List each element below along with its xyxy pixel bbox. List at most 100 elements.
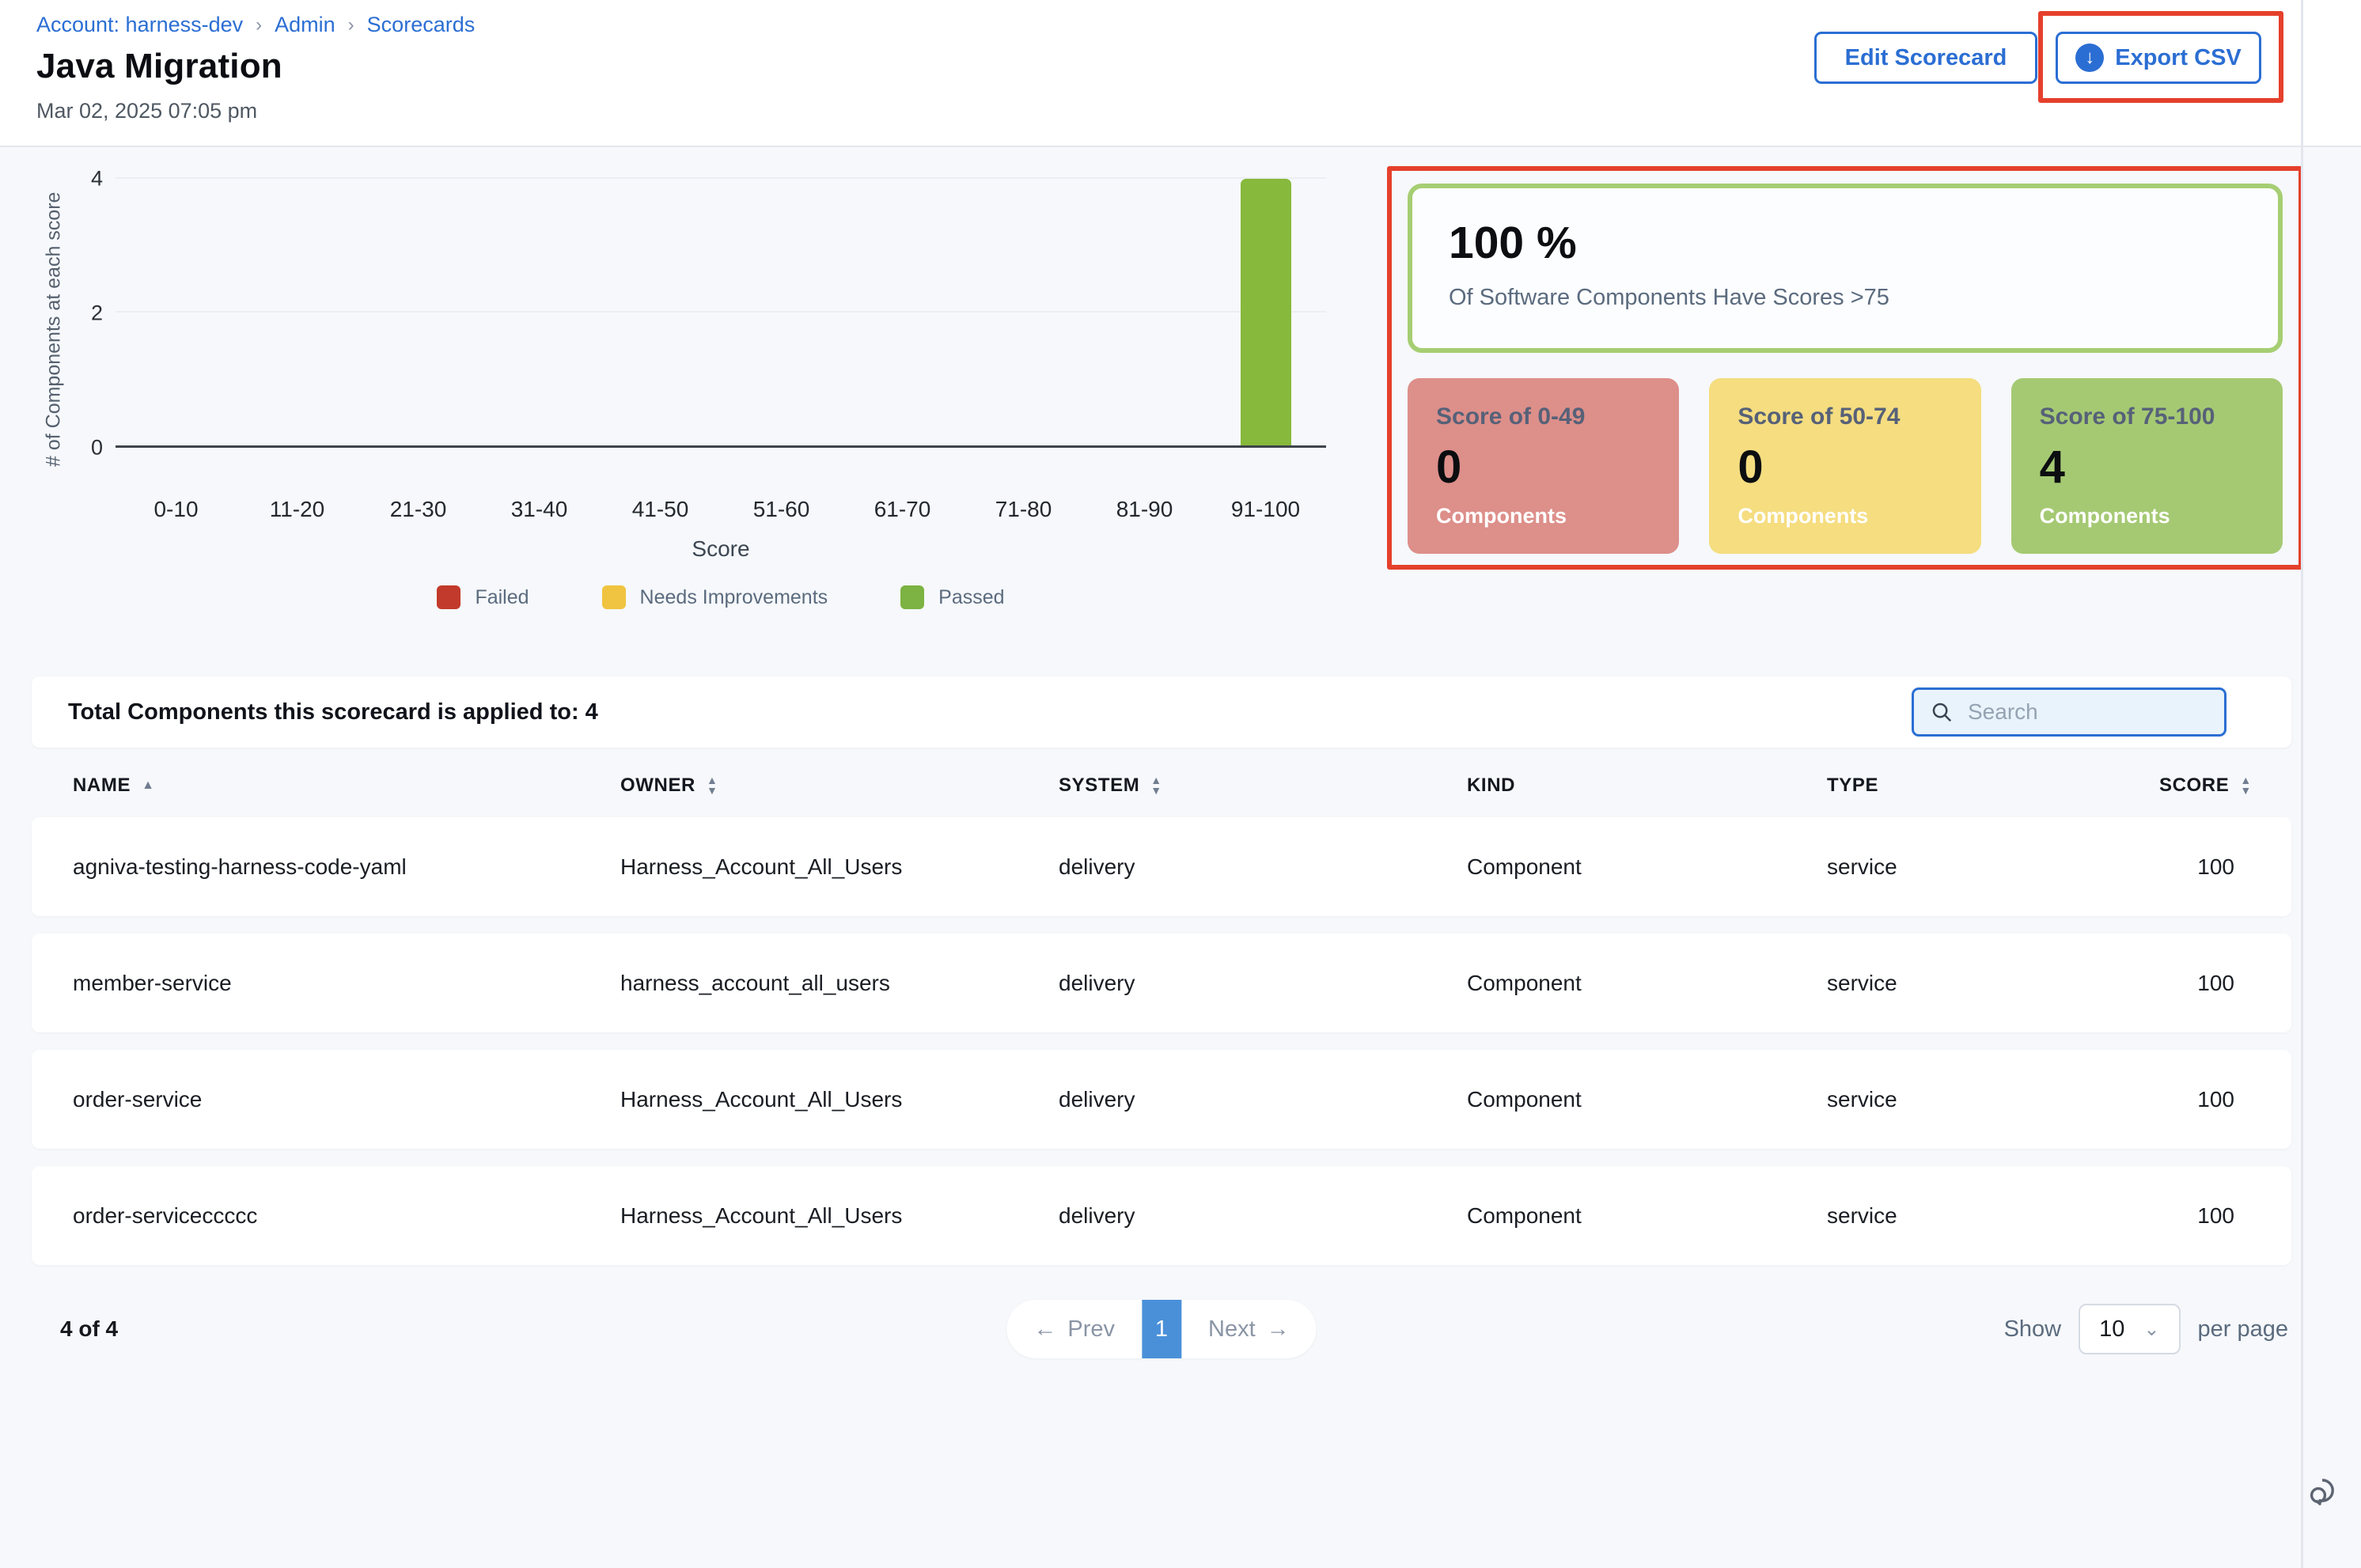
right-edge-divider [2301,0,2303,1568]
export-csv-label: Export CSV [2115,44,2242,70]
page-count: 4 of 4 [60,1316,119,1341]
download-circle-icon: ↓ [2075,44,2105,72]
arrow-right-icon: → [1266,1316,1290,1342]
bar-71-80 [963,179,1084,445]
column-header-label: SYSTEM [1059,775,1140,796]
x-tick-label: 21-30 [389,497,447,521]
legend-item-failed: Failed [437,585,529,609]
legend-label: Failed [475,585,529,608]
page-number-button[interactable]: 1 [1142,1300,1181,1358]
type-cell: service [1827,970,1897,995]
sort-icon: ▲ ▼ [707,774,718,797]
system-cell: delivery [1059,1203,1135,1228]
top-bar: Account: harness-dev › Admin › Scorecard… [0,0,2361,147]
owner-cell: harness_account_all_users [620,970,890,995]
bar-81-90 [1084,179,1205,445]
table-header-row: NAME ▲ OWNER ▲ ▼ SYSTEM ▲ ▼ KIND TYPE SCORE ▲ ▼ [32,773,2291,817]
sort-asc-icon: ▲ [142,778,155,792]
search-input[interactable] [1966,699,2208,725]
x-tick-label: 0-10 [153,497,199,521]
kind-cell: Component [1467,970,1582,995]
table-row-order-service[interactable]: order-service Harness_Account_All_Users de… [32,1050,2291,1149]
x-tick-label: 11-20 [269,497,325,521]
bar-0-10 [116,179,237,445]
sort-icon: ▲ ▼ [1150,774,1162,797]
chevron-right-icon: › [256,13,263,36]
component-name: order-serviceccccc [73,1203,258,1228]
show-label: Show [2003,1316,2062,1342]
score-range-count: 0 [1738,441,1764,493]
score-range-card: Score of 50-74 0 Components [1709,378,1981,554]
bar-11-20 [237,179,358,445]
bar-value-4 [1240,179,1291,445]
breadcrumb-account-link[interactable]: Account: harness-dev [36,13,244,36]
type-cell: service [1827,1086,1897,1112]
owner-cell: Harness_Account_All_Users [620,1086,903,1112]
per-page-select[interactable]: 10 ⌄ [2079,1304,2181,1354]
bar-21-30 [358,179,479,445]
red-annotation-box-summary: 100 % Of Software Components Have Scores… [1387,166,2303,570]
summary-percent-card: 100 % Of Software Components Have Scores… [1408,184,2283,353]
x-tick-label: 41-50 [631,497,689,521]
x-tick-label: 61-70 [874,497,931,521]
column-header-system[interactable]: SYSTEM ▲ ▼ [1059,775,1467,797]
gridline [116,310,1326,312]
chat-bubbles-icon[interactable] [2307,1473,2345,1515]
column-header-label: NAME [73,775,131,796]
score-range-label: Score of 0-49 [1436,403,1586,430]
score-range-card: Score of 0-49 0 Components [1408,378,1680,554]
score-range-unit: Components [1436,504,1567,528]
x-tick-label: 91-100 [1230,497,1301,521]
legend-label: Needs Improvements [639,585,828,608]
legend-swatch [900,585,925,609]
total-components-label: Total Components this scorecard is appli… [68,699,598,725]
search-box[interactable] [1912,687,2226,737]
per-page-label: per page [2197,1316,2289,1342]
summary-caption: Of Software Components Have Scores >75 [1449,285,1889,310]
next-page-button[interactable]: Next → [1181,1300,1317,1358]
table-title-card: Total Components this scorecard is appli… [32,676,2291,748]
score-range-unit: Components [2039,504,2170,528]
chart-x-axis-title: Score [692,536,750,561]
x-tick-label: 51-60 [752,497,810,521]
bar-61-70 [842,179,963,445]
breadcrumb-admin-link[interactable]: Admin [275,13,335,36]
bar-91-100 [1205,179,1326,445]
legend-swatch [437,585,461,609]
column-header-label: TYPE [1827,775,1879,796]
summary-percent-value: 100 % [1449,218,1577,268]
system-cell: delivery [1059,854,1135,879]
component-name: agniva-testing-harness-code-yaml [73,854,407,879]
score-cell: 100 [2197,970,2234,995]
column-header-score[interactable]: SCORE ▲ ▼ [2159,775,2309,797]
export-csv-button[interactable]: ↓ Export CSV [2056,32,2261,84]
breadcrumb-scorecards-link[interactable]: Scorecards [366,13,476,36]
owner-cell: Harness_Account_All_Users [620,854,903,879]
y-tick-label: 4 [90,166,103,191]
score-distribution-chart: # of Components at each score 0 2 4 0-10 11… [36,167,1342,609]
per-page-control: Show 10 ⌄ per page [2004,1304,2288,1354]
bar-31-40 [479,179,600,445]
breadcrumb: Account: harness-dev › Admin › Scorecard… [36,13,2361,37]
table-row-member-service[interactable]: member-service harness_account_all_users d… [32,934,2291,1032]
column-header-kind: KIND [1467,775,1827,797]
components-table-section: Total Components this scorecard is appli… [32,676,2291,1358]
type-cell: service [1827,1203,1897,1228]
bar-51-60 [721,179,842,445]
type-cell: service [1827,854,1897,879]
table-row-order-serviceccccc[interactable]: order-serviceccccc Harness_Account_All_Us… [32,1166,2291,1265]
next-label: Next [1208,1316,1256,1342]
score-range-cards: Score of 0-49 0 Components Score of 50-74 0 C… [1408,378,2283,554]
score-range-label: Score of 50-74 [1738,403,1901,430]
component-name: order-service [73,1086,203,1112]
prev-page-button[interactable]: ← Prev [1006,1300,1142,1358]
edit-scorecard-button[interactable]: Edit Scorecard [1814,32,2037,84]
component-name: member-service [73,970,232,995]
owner-cell: Harness_Account_All_Users [620,1203,903,1228]
prev-label: Prev [1067,1316,1115,1342]
column-header-name[interactable]: NAME ▲ [73,775,620,797]
kind-cell: Component [1467,1203,1582,1228]
column-header-owner[interactable]: OWNER ▲ ▼ [620,775,1059,797]
table-row-agniva-testing-harness-code-yaml[interactable]: agniva-testing-harness-code-yaml Harness_… [32,817,2291,916]
score-cell: 100 [2197,1086,2234,1112]
